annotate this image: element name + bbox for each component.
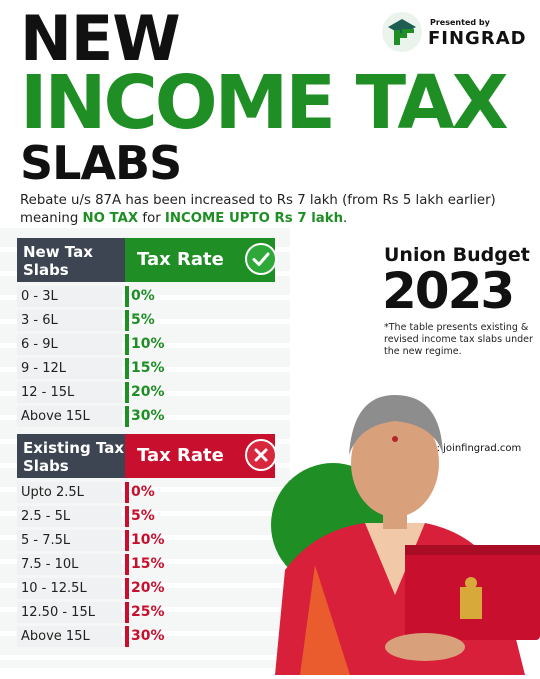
- rate-cell: 15%: [125, 554, 275, 575]
- no-tax-highlight: NO TAX: [82, 211, 139, 226]
- rate-cell: 30%: [125, 406, 275, 427]
- budget-label: Union Budget: [384, 244, 530, 266]
- slab-cell: 9 - 12L: [17, 358, 122, 379]
- title-line-2: INCOME TAX: [20, 60, 509, 146]
- slab-cell: Above 15L: [17, 626, 122, 647]
- slab-cell: Above 15L: [17, 406, 122, 427]
- table-row: 10 - 12.5L 20%: [17, 578, 275, 602]
- title-line-3: SLABS: [20, 136, 182, 190]
- table-row: Above 15L 30%: [17, 406, 275, 430]
- brand-name: FINGRAD: [428, 28, 527, 49]
- new-table-header-right: Tax Rate: [125, 238, 277, 282]
- table-row: 2.5 - 5L 5%: [17, 506, 275, 530]
- rate-cell: 10%: [125, 530, 275, 551]
- table-row: 5 - 7.5L 10%: [17, 530, 275, 554]
- slab-cell: 0 - 3L: [17, 286, 122, 307]
- existing-tax-table: Existing Tax Slabs Tax Rate Upto 2.5L 0% 2…: [17, 434, 277, 650]
- table-row: 3 - 6L 5%: [17, 310, 275, 334]
- rebate-text: Rebate u/s 87A has been increased to Rs …: [20, 193, 496, 226]
- fingrad-logo-icon: [382, 12, 422, 52]
- existing-table-header: Existing Tax Slabs Tax Rate: [17, 434, 277, 478]
- rate-cell: 0%: [125, 286, 275, 307]
- brand-block: Presented by FINGRAD: [382, 12, 532, 56]
- existing-table-header-left: Existing Tax Slabs: [17, 434, 125, 478]
- check-icon: [245, 243, 277, 275]
- table-row: Upto 2.5L 0%: [17, 482, 275, 506]
- new-tax-table: New Tax Slabs Tax Rate 0 - 3L 0% 3 - 6L 5% 6…: [17, 238, 277, 430]
- rate-cell: 15%: [125, 358, 275, 379]
- table-row: Above 15L 30%: [17, 626, 275, 650]
- minister-photo: [255, 355, 540, 675]
- slab-cell: 12.50 - 15L: [17, 602, 122, 623]
- table-row: 7.5 - 10L 15%: [17, 554, 275, 578]
- cross-icon: [245, 439, 277, 471]
- rate-cell: 20%: [125, 382, 275, 403]
- slab-cell: 5 - 7.5L: [17, 530, 122, 551]
- footnote: *The table presents existing & revised i…: [384, 322, 533, 357]
- slab-cell: 10 - 12.5L: [17, 578, 122, 599]
- new-table-header: New Tax Slabs Tax Rate: [17, 238, 277, 282]
- table-row: 6 - 9L 10%: [17, 334, 275, 358]
- income-limit-highlight: INCOME UPTO Rs 7 lakh: [164, 211, 344, 226]
- website-link[interactable]: visit: joinfingrad.com: [416, 443, 522, 454]
- slab-cell: 12 - 15L: [17, 382, 122, 403]
- presented-by-label: Presented by: [430, 18, 490, 27]
- table-row: 12.50 - 15L 25%: [17, 602, 275, 626]
- table-row: 0 - 3L 0%: [17, 286, 275, 310]
- table-row: 9 - 12L 15%: [17, 358, 275, 382]
- rate-cell: 30%: [125, 626, 275, 647]
- slab-cell: 7.5 - 10L: [17, 554, 122, 575]
- rate-cell: 25%: [125, 602, 275, 623]
- table-row: 12 - 15L 20%: [17, 382, 275, 406]
- title-line-1: NEW: [20, 2, 181, 75]
- new-table-rows: 0 - 3L 0% 3 - 6L 5% 6 - 9L 10% 9 - 12L 15% 12 - …: [17, 286, 275, 430]
- existing-table-rows: Upto 2.5L 0% 2.5 - 5L 5% 5 - 7.5L 10% 7.5 - 10…: [17, 482, 275, 650]
- rate-cell: 20%: [125, 578, 275, 599]
- slab-cell: 6 - 9L: [17, 334, 122, 355]
- rate-cell: 0%: [125, 482, 275, 503]
- new-table-header-left: New Tax Slabs: [17, 238, 125, 282]
- slab-cell: 2.5 - 5L: [17, 506, 122, 527]
- rate-cell: 10%: [125, 334, 275, 355]
- budget-year: 2023: [382, 262, 515, 320]
- rate-cell: 5%: [125, 310, 275, 331]
- slab-cell: 3 - 6L: [17, 310, 122, 331]
- existing-table-header-right: Tax Rate: [125, 434, 277, 478]
- slab-cell: Upto 2.5L: [17, 482, 122, 503]
- rate-cell: 5%: [125, 506, 275, 527]
